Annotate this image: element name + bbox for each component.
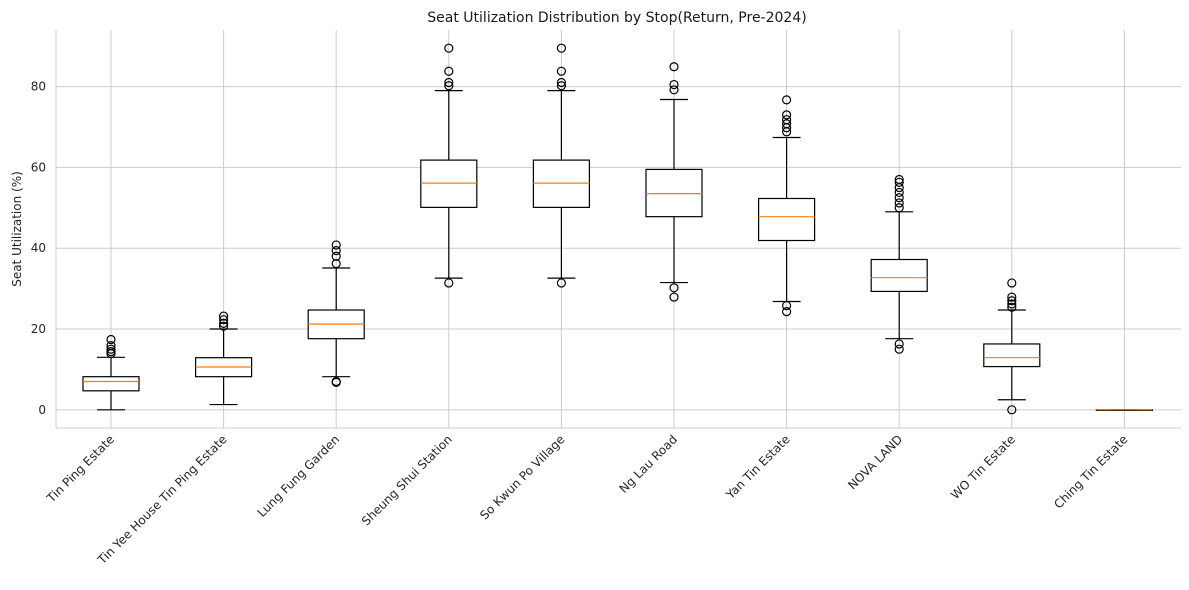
outlier-point: [669, 79, 679, 90]
outlier-point: [331, 376, 341, 387]
outlier-point: [894, 339, 904, 349]
outlier-point: [781, 110, 792, 120]
outlier-point: [331, 258, 341, 269]
chart-title: Seat Utilization Distribution by Stop(Re…: [427, 10, 806, 26]
x-tick-label: Ching Tin Estate: [1051, 432, 1130, 511]
x-tick-label: Lung Fung Garden: [255, 432, 343, 520]
outlier-point: [781, 119, 792, 129]
outlier-point: [781, 115, 792, 125]
box-iqr: [870, 258, 928, 293]
outlier-point: [894, 177, 904, 187]
box-iqr: [82, 376, 140, 392]
outlier-point: [894, 344, 904, 354]
outlier-point: [894, 174, 904, 185]
outlier-point: [219, 318, 229, 328]
box-iqr: [645, 168, 703, 218]
outlier-point: [556, 81, 567, 91]
outlier-point: [444, 66, 454, 76]
y-tick-label: 60: [31, 160, 46, 174]
outlier-point: [1007, 292, 1017, 302]
outlier-point: [1007, 278, 1017, 288]
outlier-point: [106, 344, 116, 354]
outlier-point: [331, 246, 341, 256]
outlier-point: [219, 311, 229, 321]
outlier-point: [219, 315, 229, 325]
outlier-point: [444, 77, 454, 88]
outlier-point: [669, 85, 679, 95]
box-iqr: [532, 159, 591, 208]
outlier-point: [781, 95, 792, 105]
outlier-point: [781, 300, 792, 311]
outlier-point: [331, 240, 341, 250]
x-tick-label: NOVA LAND: [845, 432, 905, 492]
outlier-point: [106, 340, 116, 351]
x-tick-label: So Kwun Po Village: [477, 432, 567, 522]
x-tick-label: Sheung Shui Station: [359, 432, 455, 528]
outlier-point: [219, 321, 229, 331]
y-tick-label: 80: [31, 80, 46, 94]
outlier-point: [894, 193, 904, 203]
outlier-point: [444, 81, 454, 91]
outlier-point: [1007, 405, 1017, 415]
x-tick-label: Yan Tin Estate: [723, 432, 793, 502]
x-tick-label: WO Tin Estate: [948, 432, 1018, 502]
outlier-point: [556, 278, 567, 288]
outlier-point: [1007, 302, 1017, 312]
outlier-point: [1007, 296, 1017, 306]
outlier-point: [1007, 299, 1017, 309]
box-iqr: [757, 197, 816, 242]
outlier-point: [556, 43, 567, 53]
y-tick-label: 0: [38, 403, 46, 417]
y-tick-label: 40: [31, 241, 46, 255]
x-tick-label: Ng Lau Road: [616, 432, 680, 496]
box-iqr: [420, 159, 478, 208]
outlier-point: [894, 198, 904, 208]
y-tick-label: 20: [31, 322, 46, 336]
x-tick-label: Tin Ping Estate: [44, 432, 118, 506]
y-axis-label: Seat Utilization (%): [10, 171, 24, 287]
outlier-point: [894, 203, 904, 213]
x-tick-label: Tin Yee House Tin Ping Estate: [94, 432, 229, 567]
outlier-point: [669, 283, 679, 293]
outlier-point: [894, 187, 904, 198]
outlier-point: [444, 278, 454, 288]
outlier-point: [331, 251, 341, 261]
outlier-point: [444, 43, 454, 53]
outlier-point: [556, 77, 567, 88]
outlier-point: [781, 307, 792, 317]
outlier-point: [106, 334, 116, 345]
outlier-point: [106, 347, 116, 357]
box-iqr: [983, 343, 1041, 368]
outlier-point: [669, 62, 679, 72]
outlier-point: [669, 292, 679, 302]
outlier-point: [556, 66, 567, 76]
